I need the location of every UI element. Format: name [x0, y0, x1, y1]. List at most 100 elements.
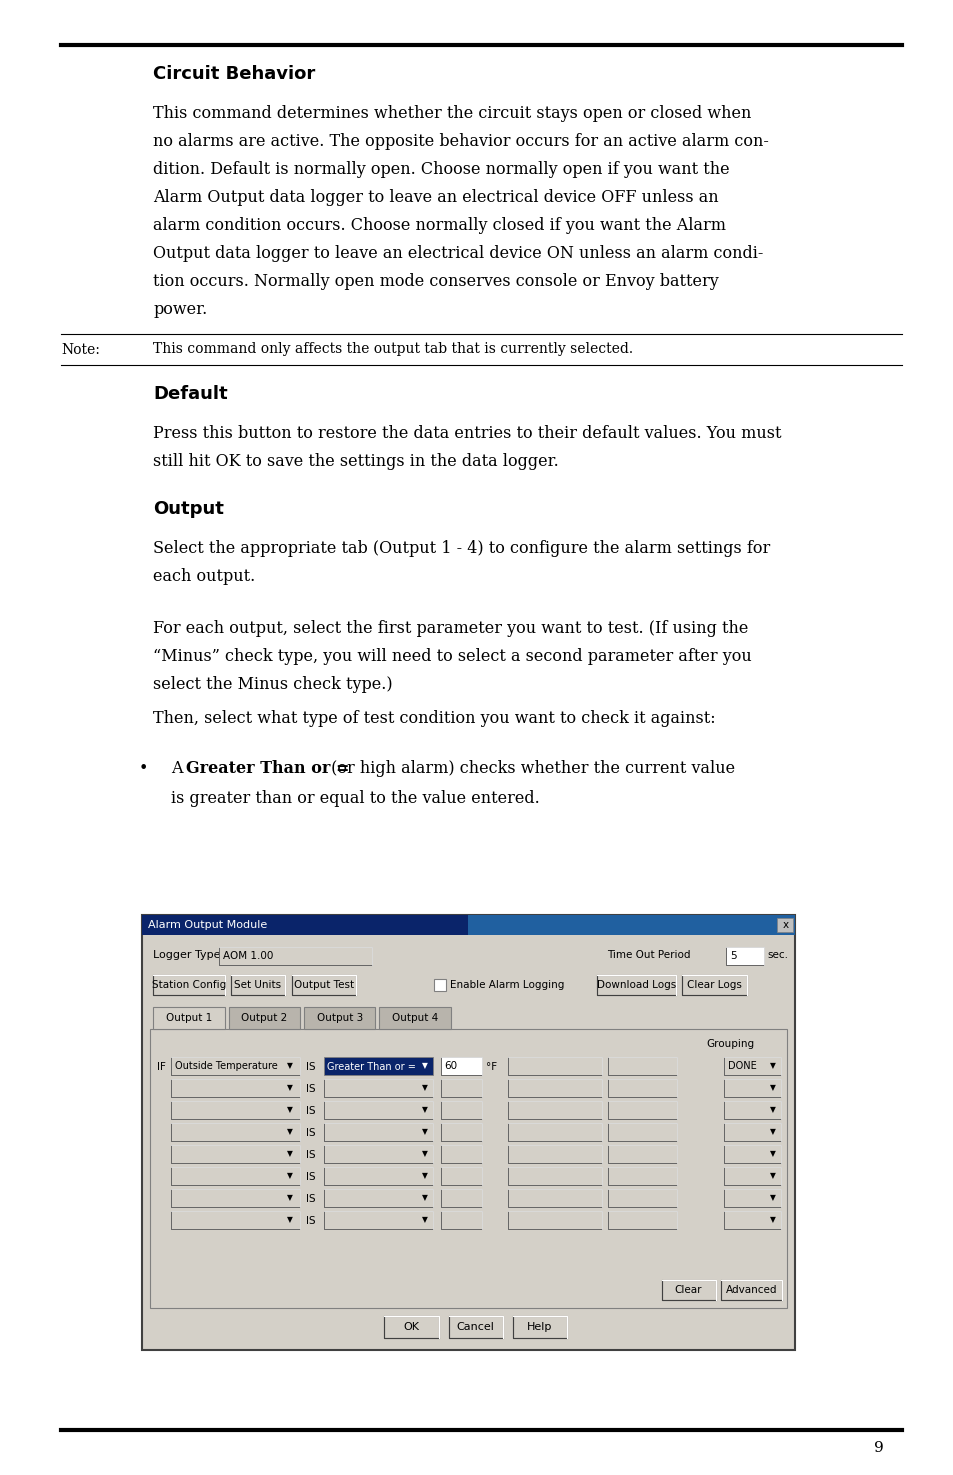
Text: sec.: sec. — [766, 950, 787, 960]
Text: power.: power. — [153, 301, 208, 319]
Text: Set Units: Set Units — [233, 979, 281, 990]
FancyBboxPatch shape — [681, 975, 746, 996]
Text: Outside Temperature: Outside Temperature — [175, 1061, 277, 1071]
Text: A: A — [172, 760, 188, 777]
Text: Output 2: Output 2 — [241, 1013, 287, 1024]
FancyBboxPatch shape — [172, 1058, 300, 1075]
FancyBboxPatch shape — [508, 1189, 601, 1207]
FancyBboxPatch shape — [323, 1100, 433, 1120]
FancyBboxPatch shape — [723, 1211, 781, 1229]
FancyBboxPatch shape — [777, 917, 792, 932]
Text: Clear Logs: Clear Logs — [686, 979, 740, 990]
FancyBboxPatch shape — [448, 1316, 502, 1338]
Text: x: x — [781, 920, 787, 931]
Text: Output 4: Output 4 — [392, 1013, 437, 1024]
Text: ▼: ▼ — [421, 1193, 427, 1202]
Text: IS: IS — [306, 1084, 315, 1094]
FancyBboxPatch shape — [150, 1030, 786, 1308]
FancyBboxPatch shape — [434, 979, 445, 991]
FancyBboxPatch shape — [153, 975, 225, 996]
Text: Greater Than or =: Greater Than or = — [327, 1062, 416, 1072]
FancyBboxPatch shape — [440, 1122, 482, 1142]
FancyBboxPatch shape — [172, 1080, 300, 1097]
Text: ▼: ▼ — [287, 1105, 293, 1115]
FancyBboxPatch shape — [172, 1122, 300, 1142]
Text: Output 3: Output 3 — [316, 1013, 362, 1024]
FancyBboxPatch shape — [172, 1145, 300, 1162]
FancyBboxPatch shape — [292, 975, 356, 996]
FancyBboxPatch shape — [660, 1280, 715, 1299]
Text: alarm condition occurs. Choose normally closed if you want the Alarm: alarm condition occurs. Choose normally … — [153, 217, 726, 235]
FancyBboxPatch shape — [172, 1211, 300, 1229]
FancyBboxPatch shape — [597, 975, 676, 996]
Text: °F: °F — [486, 1062, 497, 1072]
FancyBboxPatch shape — [468, 914, 795, 935]
Text: IS: IS — [306, 1128, 315, 1139]
Text: Clear: Clear — [674, 1285, 701, 1295]
FancyBboxPatch shape — [229, 1007, 300, 1030]
FancyBboxPatch shape — [508, 1058, 601, 1075]
FancyBboxPatch shape — [440, 1145, 482, 1162]
Text: ▼: ▼ — [287, 1149, 293, 1158]
FancyBboxPatch shape — [607, 1080, 677, 1097]
Text: IS: IS — [306, 1150, 315, 1159]
Text: Press this button to restore the data entries to their default values. You must: Press this button to restore the data en… — [153, 425, 781, 442]
Text: Alarm Output data logger to leave an electrical device OFF unless an: Alarm Output data logger to leave an ele… — [153, 189, 719, 207]
Text: Note:: Note: — [61, 342, 100, 357]
FancyBboxPatch shape — [725, 947, 762, 965]
Text: IS: IS — [306, 1173, 315, 1181]
Text: ▼: ▼ — [287, 1062, 293, 1071]
FancyBboxPatch shape — [723, 1189, 781, 1207]
Text: still hit OK to save the settings in the data logger.: still hit OK to save the settings in the… — [153, 453, 558, 471]
FancyBboxPatch shape — [723, 1080, 781, 1097]
FancyBboxPatch shape — [508, 1145, 601, 1162]
Text: ▼: ▼ — [770, 1193, 776, 1202]
FancyBboxPatch shape — [172, 1100, 300, 1120]
Text: no alarms are active. The opposite behavior occurs for an active alarm con-: no alarms are active. The opposite behav… — [153, 133, 768, 150]
Text: OK: OK — [402, 1322, 418, 1332]
FancyBboxPatch shape — [153, 1007, 225, 1030]
FancyBboxPatch shape — [323, 1211, 433, 1229]
Text: For each output, select the first parameter you want to test. (If using the: For each output, select the first parame… — [153, 620, 748, 637]
Text: IS: IS — [306, 1193, 315, 1204]
Text: Output Test: Output Test — [294, 979, 354, 990]
FancyBboxPatch shape — [231, 975, 285, 996]
Text: each output.: each output. — [153, 568, 255, 586]
Text: IS: IS — [306, 1106, 315, 1117]
Text: ▼: ▼ — [770, 1215, 776, 1224]
Text: ▼: ▼ — [770, 1105, 776, 1115]
FancyBboxPatch shape — [379, 1007, 450, 1030]
Text: ▼: ▼ — [421, 1062, 427, 1071]
FancyBboxPatch shape — [508, 1167, 601, 1184]
Text: Alarm Output Module: Alarm Output Module — [148, 920, 267, 931]
FancyBboxPatch shape — [304, 1007, 375, 1030]
Text: Output 1: Output 1 — [166, 1013, 213, 1024]
FancyBboxPatch shape — [607, 1058, 677, 1075]
FancyBboxPatch shape — [723, 1122, 781, 1142]
Text: This command determines whether the circuit stays open or closed when: This command determines whether the circ… — [153, 105, 751, 122]
FancyBboxPatch shape — [607, 1167, 677, 1184]
Text: IS: IS — [306, 1062, 315, 1072]
Text: ▼: ▼ — [421, 1084, 427, 1093]
FancyBboxPatch shape — [172, 1167, 300, 1184]
FancyBboxPatch shape — [440, 1080, 482, 1097]
FancyBboxPatch shape — [723, 1167, 781, 1184]
FancyBboxPatch shape — [723, 1058, 781, 1075]
Text: ▼: ▼ — [287, 1171, 293, 1180]
Text: ▼: ▼ — [287, 1215, 293, 1224]
Text: ▼: ▼ — [287, 1084, 293, 1093]
Text: ▼: ▼ — [770, 1171, 776, 1180]
FancyBboxPatch shape — [607, 1100, 677, 1120]
FancyBboxPatch shape — [513, 1316, 567, 1338]
FancyBboxPatch shape — [723, 1145, 781, 1162]
Text: ▼: ▼ — [421, 1127, 427, 1137]
Text: Greater Than or =: Greater Than or = — [186, 760, 350, 777]
Text: select the Minus check type.): select the Minus check type.) — [153, 676, 393, 693]
FancyBboxPatch shape — [508, 1122, 601, 1142]
Text: Default: Default — [153, 385, 228, 403]
Text: Enable Alarm Logging: Enable Alarm Logging — [449, 979, 563, 990]
FancyBboxPatch shape — [723, 1100, 781, 1120]
Text: Then, select what type of test condition you want to check it against:: Then, select what type of test condition… — [153, 709, 716, 727]
Text: AOM 1.00: AOM 1.00 — [223, 951, 273, 962]
Text: This command only affects the output tab that is currently selected.: This command only affects the output tab… — [153, 342, 633, 357]
